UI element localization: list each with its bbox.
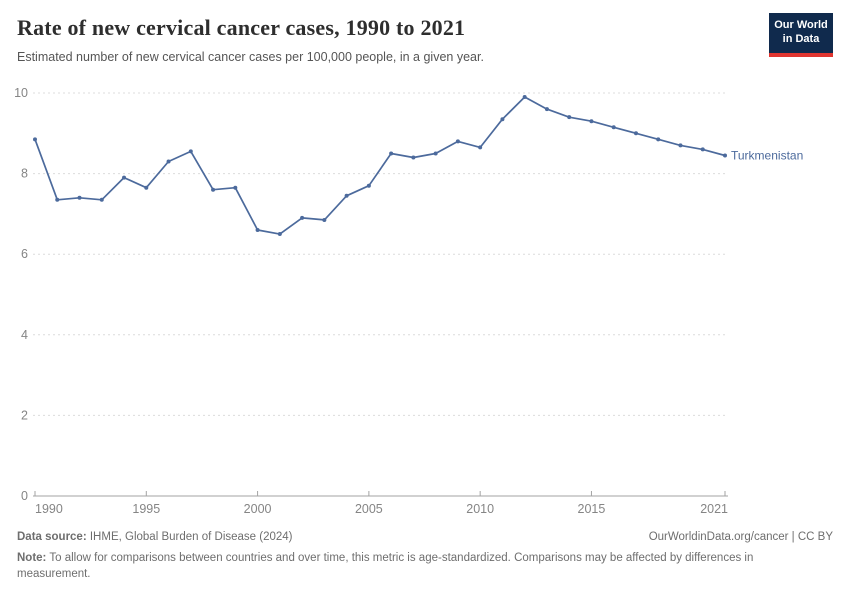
data-point-1994[interactable] xyxy=(122,175,127,180)
y-tick-label-6: 6 xyxy=(21,247,28,261)
data-point-2014[interactable] xyxy=(567,115,572,120)
data-point-2019[interactable] xyxy=(678,143,683,148)
line-chart[interactable]: 0 2 4 6 8 10 1990 1995 2000 2005 2010 2015 2021 Turkm… xyxy=(0,80,850,525)
data-point-1992[interactable] xyxy=(77,195,82,200)
x-tick-label-2005: 2005 xyxy=(355,502,383,516)
data-point-2010[interactable] xyxy=(478,145,483,150)
data-point-1990[interactable] xyxy=(33,137,37,142)
series-line-turkmenistan[interactable] xyxy=(34,96,726,235)
data-point-2004[interactable] xyxy=(344,193,349,198)
chart-footer: Data source: IHME, Global Burden of Dise… xyxy=(17,529,833,582)
y-tick-label-10: 10 xyxy=(14,86,28,100)
chart-note: Note: To allow for comparisons between c… xyxy=(17,550,779,582)
owid-logo-line2: in Data xyxy=(782,33,820,46)
data-point-2000[interactable] xyxy=(255,228,260,233)
data-point-1993[interactable] xyxy=(99,197,104,202)
data-point-2020[interactable] xyxy=(700,147,705,152)
data-point-2015[interactable] xyxy=(589,119,594,124)
data-point-1997[interactable] xyxy=(188,149,193,154)
series-end-label[interactable]: Turkmenistan xyxy=(731,148,803,162)
owid-logo-line1: Our World xyxy=(774,19,828,31)
data-point-1991[interactable] xyxy=(55,197,60,202)
data-point-1999[interactable] xyxy=(233,185,238,190)
data-point-2005[interactable] xyxy=(366,183,371,188)
data-point-2021[interactable] xyxy=(723,153,727,158)
y-tick-label-2: 2 xyxy=(21,408,28,422)
data-point-2002[interactable] xyxy=(300,215,305,220)
data-point-1995[interactable] xyxy=(144,185,149,190)
data-point-2011[interactable] xyxy=(500,117,505,122)
x-tick-label-2015: 2015 xyxy=(578,502,606,516)
data-point-1996[interactable] xyxy=(166,159,171,164)
data-point-2013[interactable] xyxy=(544,107,549,112)
data-point-2007[interactable] xyxy=(411,155,416,160)
note-label: Note: xyxy=(17,552,47,565)
data-source-value: IHME, Global Burden of Disease (2024) xyxy=(86,531,293,543)
note-value: To allow for comparisons between countri… xyxy=(17,552,754,581)
x-tick-label-2000: 2000 xyxy=(244,502,272,516)
data-point-2012[interactable] xyxy=(522,95,527,100)
y-tick-label-0: 0 xyxy=(21,489,28,503)
data-source-label: Data source: xyxy=(17,531,87,543)
x-tick-label-2010: 2010 xyxy=(466,502,494,516)
data-point-2017[interactable] xyxy=(633,131,638,136)
data-point-2016[interactable] xyxy=(611,125,616,130)
y-tick-label-4: 4 xyxy=(21,328,28,342)
data-point-2003[interactable] xyxy=(322,217,327,222)
data-point-2009[interactable] xyxy=(455,139,460,144)
x-tick-label-2021: 2021 xyxy=(700,502,728,516)
data-point-2018[interactable] xyxy=(656,137,661,142)
x-tick-label-1995: 1995 xyxy=(132,502,160,516)
chart-header: Rate of new cervical cancer cases, 1990 … xyxy=(17,15,750,64)
data-point-2006[interactable] xyxy=(389,151,394,156)
data-point-2001[interactable] xyxy=(277,232,282,237)
y-tick-label-8: 8 xyxy=(21,167,28,181)
owid-logo[interactable]: Our World in Data xyxy=(769,13,833,57)
x-tick-label-1990: 1990 xyxy=(35,502,63,516)
data-point-2008[interactable] xyxy=(433,151,438,156)
data-point-1998[interactable] xyxy=(211,187,216,192)
page-title: Rate of new cervical cancer cases, 1990 … xyxy=(17,15,466,40)
chart-subtitle: Estimated number of new cervical cancer … xyxy=(17,50,484,64)
license-link[interactable]: OurWorldinData.org/cancer | CC BY xyxy=(648,531,833,543)
data-source: Data source: IHME, Global Burden of Dise… xyxy=(17,529,293,545)
